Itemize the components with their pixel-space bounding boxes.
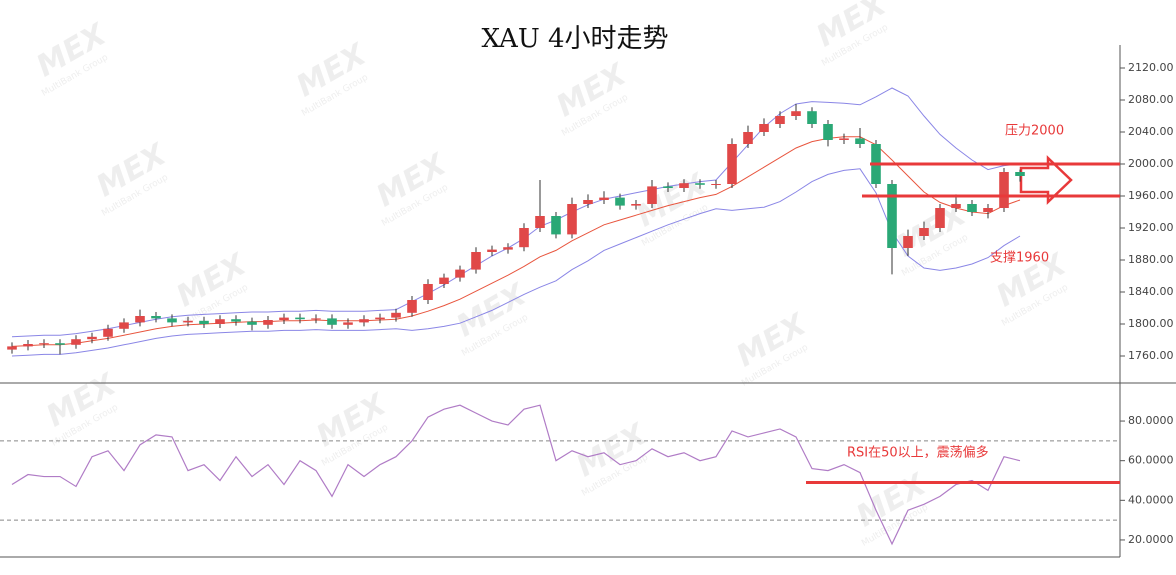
candle-body — [39, 343, 49, 345]
candle-body — [759, 124, 769, 132]
candle-body — [951, 204, 961, 208]
y-tick-label: 60.0000 — [1128, 454, 1174, 467]
y-tick-label: 2120.00 — [1128, 61, 1174, 74]
candle-body — [119, 322, 129, 329]
candle-body — [199, 320, 209, 324]
candle-body — [55, 343, 65, 345]
candle-body — [535, 216, 545, 228]
candle-body — [1015, 172, 1025, 176]
candle-body — [887, 184, 897, 248]
candle-body — [135, 316, 145, 323]
candle-body — [551, 216, 561, 235]
candle-body — [823, 124, 833, 140]
candle-body — [807, 111, 817, 124]
candle-body — [903, 236, 913, 248]
band-line — [11, 136, 1021, 347]
y-tick-label: 80.0000 — [1128, 414, 1174, 427]
y-tick-label: 1880.00 — [1128, 253, 1174, 266]
candle-body — [695, 183, 705, 185]
candle-body — [71, 339, 81, 345]
candle-body — [487, 249, 497, 252]
chart-title: XAU 4小时走势 — [481, 24, 668, 54]
candle-body — [663, 186, 673, 188]
candle-body — [567, 204, 577, 235]
candle-body — [583, 200, 593, 204]
y-tick-label: 20.0000 — [1128, 533, 1174, 546]
candle-body — [615, 197, 625, 206]
candle-body — [455, 269, 465, 278]
candle-body — [23, 344, 33, 347]
arrow — [1019, 155, 1073, 205]
y-tick-label: 2040.00 — [1128, 125, 1174, 138]
candle-body — [935, 208, 945, 228]
candle-body — [679, 183, 689, 188]
rsi-line — [11, 404, 1021, 546]
candle-body — [727, 144, 737, 184]
candle-body — [263, 320, 273, 325]
y-tick-label: 2000.00 — [1128, 157, 1174, 170]
candle-body — [775, 116, 785, 124]
candle-body — [967, 204, 977, 212]
candle-body — [311, 318, 321, 320]
candle-body — [7, 346, 17, 350]
annotation: 压力2000 — [1005, 124, 1064, 139]
candle-body — [247, 321, 257, 325]
y-tick-label: 40.0000 — [1128, 493, 1174, 506]
candle-body — [167, 318, 177, 323]
candle-body — [711, 184, 721, 185]
annotation: 支撑1960 — [990, 251, 1049, 266]
candle-body — [343, 322, 353, 325]
y-tick-label: 1840.00 — [1128, 285, 1174, 298]
candle-body — [423, 284, 433, 300]
candle-body — [359, 319, 369, 323]
candle-body — [647, 186, 657, 204]
candle-body — [855, 138, 865, 144]
candle-body — [519, 228, 529, 248]
band-line — [11, 87, 1021, 338]
candle-body — [375, 317, 385, 320]
candle-body — [791, 111, 801, 116]
candle-body — [279, 317, 289, 320]
candle-body — [631, 204, 641, 206]
candle-body — [231, 319, 241, 322]
candle-body — [183, 320, 193, 323]
candle-body — [439, 277, 449, 284]
candle-body — [599, 197, 609, 200]
candle-body — [327, 318, 337, 325]
y-tick-label: 1920.00 — [1128, 221, 1174, 234]
candle-body — [743, 132, 753, 144]
candle-body — [215, 319, 225, 324]
candle-body — [87, 336, 97, 340]
candle-body — [503, 247, 513, 250]
y-tick-label: 1800.00 — [1128, 317, 1174, 330]
candle-body — [391, 312, 401, 318]
candle-body — [983, 208, 993, 212]
band-line — [11, 168, 1021, 357]
candle-body — [919, 228, 929, 236]
candle-body — [151, 316, 161, 319]
y-tick-label: 1960.00 — [1128, 189, 1174, 202]
annotation: RSI在50以上，震荡偏多 — [847, 445, 989, 461]
candle-body — [999, 172, 1009, 208]
y-tick-label: 1760.00 — [1128, 349, 1174, 362]
y-tick-label: 2080.00 — [1128, 93, 1174, 106]
candle-body — [103, 328, 113, 337]
candle-body — [295, 317, 305, 320]
candle-body — [471, 252, 481, 270]
candle-body — [407, 300, 417, 313]
candle-body — [839, 138, 849, 140]
